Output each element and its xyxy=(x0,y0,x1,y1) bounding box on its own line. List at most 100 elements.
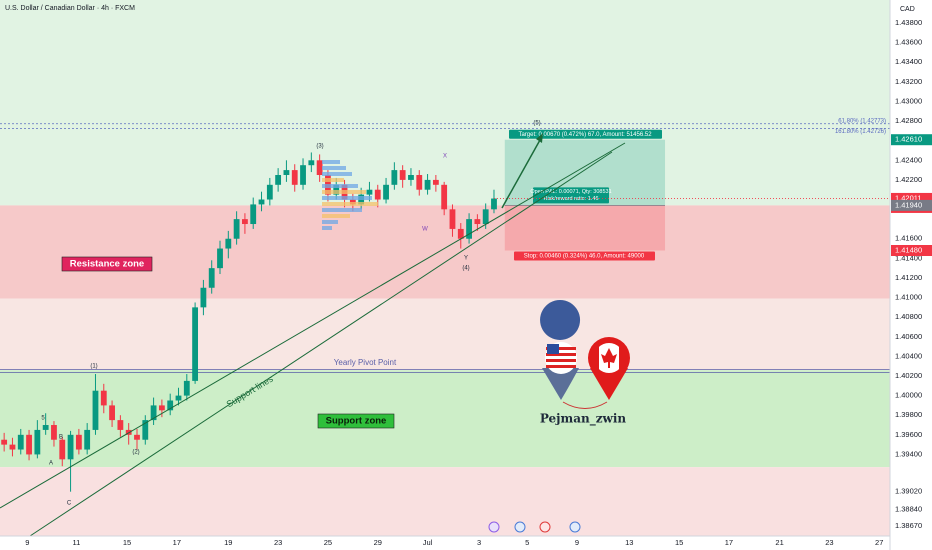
candle-body xyxy=(142,420,149,440)
fib-label: 61.80% (1.42773) xyxy=(838,118,886,124)
y-tick-label: 1.38840 xyxy=(895,504,922,513)
y-tick-label: 1.41400 xyxy=(895,253,922,262)
candle-body xyxy=(474,219,481,225)
candle-body xyxy=(449,209,456,229)
x-tick-label: 27 xyxy=(875,538,883,547)
x-tick-label: 15 xyxy=(123,538,131,547)
logo xyxy=(540,300,630,409)
y-tick-label: 1.39800 xyxy=(895,410,922,419)
candle-body xyxy=(183,380,190,396)
candle-body xyxy=(200,287,207,308)
candle-body xyxy=(84,429,91,450)
candle-body xyxy=(432,179,439,185)
candle-body xyxy=(300,165,306,185)
axes: 1.43800 1.43600 1.43400 1.43200 1.43000 1.428… xyxy=(25,18,932,547)
y-tick-label: 1.41000 xyxy=(895,293,922,302)
candle-body xyxy=(150,405,157,421)
y-tick-label: 1.40600 xyxy=(895,332,922,341)
events xyxy=(488,521,581,533)
candle-body xyxy=(424,179,431,190)
candle-body xyxy=(175,395,182,401)
y-tick-label: 1.40400 xyxy=(895,351,922,360)
y-tick-label: 1.43800 xyxy=(895,18,922,27)
y-tick-label: 1.39400 xyxy=(895,449,922,458)
zone-label: Support zone xyxy=(326,416,387,427)
candle-body xyxy=(441,184,448,210)
candle-body xyxy=(275,175,282,185)
price-tag xyxy=(891,244,932,256)
candle-body xyxy=(225,238,232,249)
x-tick-label: 21 xyxy=(775,538,783,547)
x-tick-label: 13 xyxy=(625,538,633,547)
candle-body xyxy=(349,199,356,205)
price-tag xyxy=(891,199,932,211)
x-tick-label: 25 xyxy=(324,538,332,547)
y-tick-label: 1.43000 xyxy=(895,96,922,105)
y-tick-label: 1.42800 xyxy=(895,116,922,125)
candle-body xyxy=(482,209,489,225)
chart-title: U.S. Dollar / Canadian Dollar · 4h · FXC… xyxy=(5,5,135,12)
position-label-box xyxy=(509,129,662,139)
y-tick-label: 1.39020 xyxy=(895,487,922,496)
zone-label-box xyxy=(317,413,395,429)
support-line xyxy=(29,151,613,537)
candle-body xyxy=(217,248,223,269)
volume-profile xyxy=(322,160,378,230)
zone xyxy=(0,0,890,206)
x-tick-label: 9 xyxy=(25,538,29,547)
candle-body xyxy=(208,268,215,288)
price-tag-label: 1.41940 xyxy=(895,200,922,209)
candle-body xyxy=(233,219,240,239)
wave-label: (3) xyxy=(316,144,323,150)
candle-body xyxy=(34,429,41,455)
support-line xyxy=(0,142,626,509)
candle-body xyxy=(408,175,414,180)
candle-body xyxy=(100,390,107,406)
stop-area xyxy=(504,205,666,251)
candle-body xyxy=(59,439,66,460)
stop-label: Stop: 0.00460 (0.324%) 46.0, Amount: 490… xyxy=(524,254,645,260)
candle-body xyxy=(250,204,257,225)
candle-body xyxy=(1,439,8,445)
candle-body xyxy=(457,228,464,239)
pivot-label: Yearly Pivot Point xyxy=(334,358,397,367)
watermark: Pejman_zwin xyxy=(540,412,627,427)
open-label: Open P&L: 0.00071, Qty: 308531 xyxy=(530,189,611,195)
candle-body xyxy=(383,184,389,200)
x-tick-label: Jul xyxy=(423,538,433,547)
wave-label: (5) xyxy=(533,121,540,127)
projection-arrow xyxy=(501,139,541,209)
wave-label: X xyxy=(443,154,447,160)
candle-body xyxy=(283,170,290,176)
y-tick-label: 1.42200 xyxy=(895,175,922,184)
candle-body xyxy=(75,434,82,450)
zone-label-box xyxy=(61,256,153,272)
candle-body xyxy=(291,170,298,185)
y-tick-label: 1.38670 xyxy=(895,521,922,530)
price-tag-label: 1.42011 xyxy=(895,193,922,202)
x-tick-label: 29 xyxy=(374,538,382,547)
y-tick-label: 1.40800 xyxy=(895,312,922,321)
candle-body xyxy=(167,400,174,411)
candle-body xyxy=(134,434,140,440)
zones: Yearly Pivot Point 61.80% (1.42773) 161.80… xyxy=(0,0,890,536)
candle-body xyxy=(242,219,248,225)
candle-body xyxy=(333,184,340,195)
zone xyxy=(0,370,890,468)
candle-body xyxy=(92,390,99,430)
y-tick-label: 1.39600 xyxy=(895,430,922,439)
candle-body xyxy=(258,199,265,205)
plot: Resistance zone Support zone Target: 0.006… xyxy=(1,121,890,507)
y-tick-label: 1.40000 xyxy=(895,391,922,400)
position-label-box xyxy=(514,251,655,261)
candle-body xyxy=(51,425,57,440)
y-tick-label: 1.41600 xyxy=(895,234,922,243)
candle-body xyxy=(17,434,24,450)
price-tag xyxy=(891,134,932,146)
y-tick-label: 1.42400 xyxy=(895,155,922,164)
y-axis-panel xyxy=(890,0,932,550)
rr-label: Risk/reward ratio: 1.46 xyxy=(543,196,598,202)
price-tag-label: 1.41480 xyxy=(895,245,922,254)
candle-body xyxy=(374,189,381,200)
y-tick-label: 1.41200 xyxy=(895,273,922,282)
